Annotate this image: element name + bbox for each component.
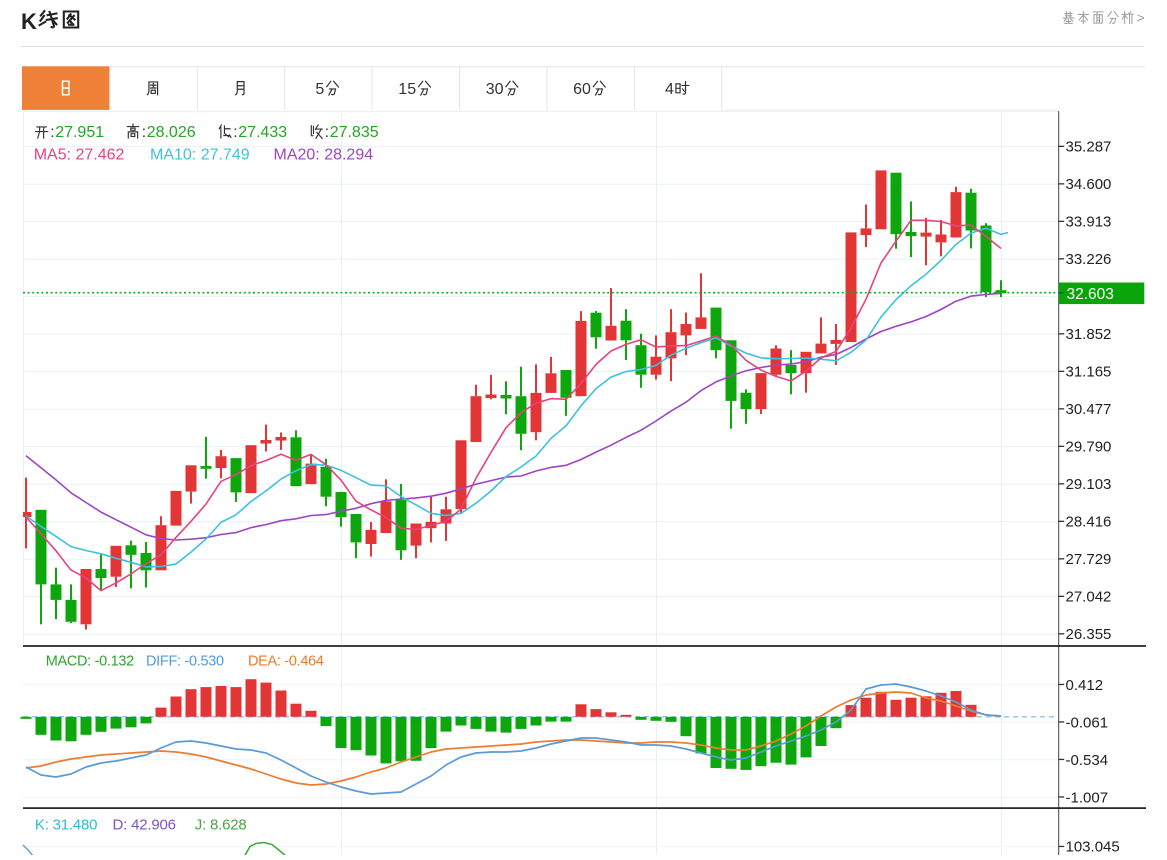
- svg-text:MACD: -0.132: MACD: -0.132: [46, 654, 134, 670]
- svg-text:J: 8.628: J: 8.628: [195, 817, 247, 834]
- svg-text:5: 5: [315, 81, 324, 98]
- svg-text:K: 31.480: K: 31.480: [35, 817, 97, 834]
- svg-text:60: 60: [573, 81, 591, 98]
- svg-text:34.600: 34.600: [1066, 176, 1112, 193]
- svg-text:-1.007: -1.007: [1066, 789, 1109, 806]
- svg-text:DIFF: -0.530: DIFF: -0.530: [146, 654, 224, 670]
- svg-text::: :: [50, 124, 54, 141]
- svg-text:4: 4: [665, 81, 674, 98]
- svg-text:MA5: 27.462: MA5: 27.462: [34, 147, 125, 164]
- svg-text:28.416: 28.416: [1066, 514, 1112, 531]
- svg-text:-0.534: -0.534: [1066, 752, 1109, 769]
- svg-text:31.165: 31.165: [1066, 364, 1112, 381]
- svg-text:33.226: 33.226: [1066, 251, 1112, 268]
- svg-text:K: K: [21, 9, 37, 34]
- svg-text::: :: [233, 124, 237, 141]
- svg-text:MA20: 28.294: MA20: 28.294: [274, 147, 374, 164]
- svg-text:35.287: 35.287: [1066, 139, 1112, 156]
- svg-text:15: 15: [398, 81, 416, 98]
- svg-text:33.913: 33.913: [1066, 214, 1112, 231]
- svg-text::: :: [325, 124, 329, 141]
- svg-text:>: >: [1137, 10, 1145, 26]
- svg-text:-0.061: -0.061: [1066, 714, 1109, 731]
- svg-text:30: 30: [486, 81, 504, 98]
- svg-text:27.951: 27.951: [55, 124, 104, 141]
- svg-text:28.026: 28.026: [147, 124, 196, 141]
- svg-text:27.835: 27.835: [330, 124, 379, 141]
- svg-text:0.412: 0.412: [1066, 677, 1104, 694]
- svg-text:MA10: 27.749: MA10: 27.749: [150, 147, 250, 164]
- svg-text:32.603: 32.603: [1067, 286, 1114, 303]
- svg-text:27.042: 27.042: [1066, 589, 1112, 606]
- svg-text:DEA: -0.464: DEA: -0.464: [248, 654, 324, 670]
- svg-text::: :: [142, 124, 146, 141]
- svg-text:27.729: 27.729: [1066, 551, 1112, 568]
- svg-text:30.477: 30.477: [1066, 401, 1112, 418]
- svg-text:29.790: 29.790: [1066, 439, 1112, 456]
- svg-text:103.045: 103.045: [1066, 839, 1120, 856]
- svg-text:31.852: 31.852: [1066, 326, 1112, 343]
- svg-text:27.433: 27.433: [238, 124, 287, 141]
- svg-text:D: 42.906: D: 42.906: [113, 817, 176, 834]
- svg-text:29.103: 29.103: [1066, 476, 1112, 493]
- svg-text:26.355: 26.355: [1066, 626, 1112, 643]
